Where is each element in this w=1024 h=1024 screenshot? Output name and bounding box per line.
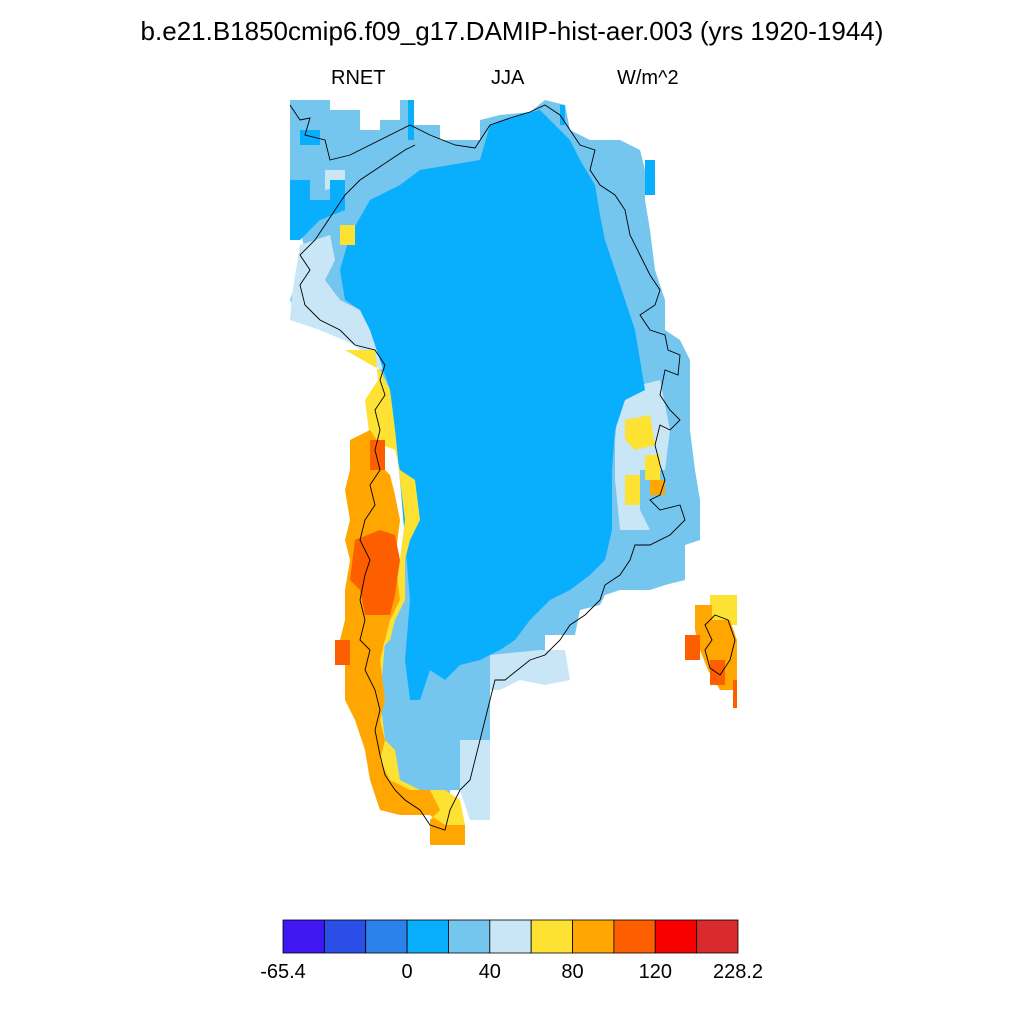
colorbar-tick-label: -65.4 bbox=[260, 961, 306, 983]
map-region-pale-west bbox=[290, 235, 395, 370]
colorbar-tick-label: 40 bbox=[478, 961, 501, 983]
colorbar-swatch bbox=[323, 919, 367, 954]
colorbar-tick-label: 0 bbox=[401, 961, 413, 983]
colorbar-swatch bbox=[654, 919, 698, 954]
coastline bbox=[289, 104, 686, 831]
map-region-east-yellow bbox=[625, 415, 660, 505]
colorbar-swatch bbox=[282, 919, 325, 954]
colorbar-swatch bbox=[406, 919, 449, 954]
map-region-island-yellow bbox=[710, 595, 737, 625]
colorbar-tick-label: 80 bbox=[561, 961, 584, 983]
colorbar-tick-label: 228.2 bbox=[712, 961, 764, 983]
colorbar-tick-label: 120 bbox=[638, 961, 672, 983]
colorbar-swatch bbox=[489, 919, 532, 954]
map-region-west-dark bbox=[335, 440, 400, 665]
map-region-pale-south bbox=[325, 170, 570, 820]
colorbar-swatch bbox=[530, 919, 573, 954]
coastline-island bbox=[704, 614, 736, 676]
units-label: W/m^2 bbox=[617, 67, 679, 89]
map-region-island-dark bbox=[685, 635, 737, 708]
variable-label: RNET bbox=[331, 67, 386, 89]
season-label: JJA bbox=[491, 67, 525, 89]
map-region-ice-sheet bbox=[340, 110, 645, 700]
colorbar-swatch bbox=[448, 919, 491, 954]
colorbar-swatch bbox=[572, 919, 615, 954]
colorbar-swatch bbox=[365, 919, 408, 954]
colorbar-swatch bbox=[613, 919, 656, 954]
colorbar-swatch bbox=[696, 919, 739, 954]
plot-title: b.e21.B1850cmip6.f09_g17.DAMIP-hist-aer.… bbox=[140, 16, 884, 46]
